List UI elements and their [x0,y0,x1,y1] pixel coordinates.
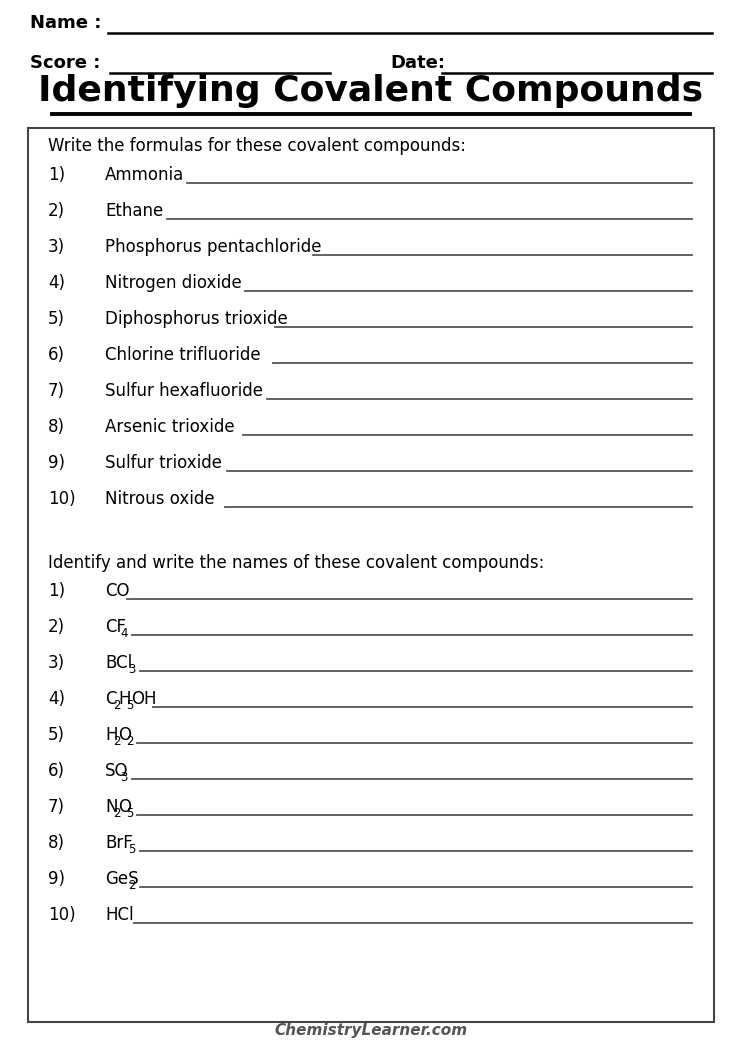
Text: 4): 4) [48,274,65,292]
Text: 9): 9) [48,870,65,888]
Text: 2: 2 [126,735,134,748]
Text: CF: CF [105,618,126,636]
Text: 8): 8) [48,418,65,436]
Text: 2): 2) [48,618,65,636]
Text: Date:: Date: [390,54,445,72]
Text: Arsenic trioxide: Arsenic trioxide [105,418,234,436]
Text: OH: OH [131,690,157,708]
Text: 3): 3) [48,238,65,256]
Text: 6): 6) [48,762,65,780]
Text: BrF: BrF [105,834,133,852]
Text: 2: 2 [113,735,120,748]
Text: 2: 2 [113,807,120,820]
Text: 3): 3) [48,654,65,672]
Text: Chlorine trifluoride: Chlorine trifluoride [105,346,260,364]
Text: 5: 5 [126,699,133,712]
Text: H: H [105,726,117,744]
Text: 1): 1) [48,166,65,184]
Text: 2): 2) [48,202,65,220]
Text: Ethane: Ethane [105,202,163,220]
Text: 7): 7) [48,798,65,816]
Text: N: N [105,798,117,816]
Text: Ammonia: Ammonia [105,166,184,184]
Text: Sulfur trioxide: Sulfur trioxide [105,454,222,473]
Text: ChemistryLearner.com: ChemistryLearner.com [275,1023,467,1038]
Text: Write the formulas for these covalent compounds:: Write the formulas for these covalent co… [48,136,466,155]
Text: 10): 10) [48,906,76,924]
Text: 5: 5 [128,843,136,856]
Text: Score :: Score : [30,54,100,72]
Text: 2: 2 [113,699,120,712]
Text: SO: SO [105,762,128,780]
Text: Identifying Covalent Compounds: Identifying Covalent Compounds [39,74,703,108]
Text: 6): 6) [48,346,65,364]
Text: H: H [118,690,131,708]
Text: O: O [118,798,131,816]
Text: HCl: HCl [105,906,134,924]
Text: 4): 4) [48,690,65,708]
Text: 2: 2 [128,879,136,892]
Text: 5: 5 [126,807,133,820]
Text: Name :: Name : [30,14,102,32]
Text: BCl: BCl [105,654,132,672]
Text: GeS: GeS [105,870,139,888]
Text: Sulfur hexafluoride: Sulfur hexafluoride [105,382,263,400]
Text: Diphosphorus trioxide: Diphosphorus trioxide [105,310,288,328]
Text: 5): 5) [48,726,65,744]
Text: CO: CO [105,582,130,600]
Text: 9): 9) [48,454,65,473]
Text: Nitrous oxide: Nitrous oxide [105,490,214,508]
Text: 5): 5) [48,310,65,328]
Text: 8): 8) [48,834,65,852]
Text: Nitrogen dioxide: Nitrogen dioxide [105,274,242,292]
Text: 3: 3 [128,663,136,676]
Bar [28,128,714,1022]
Text: 3: 3 [121,771,128,784]
Text: 7): 7) [48,382,65,400]
Text: 1): 1) [48,582,65,600]
Text: 4: 4 [121,627,128,640]
Text: Identify and write the names of these covalent compounds:: Identify and write the names of these co… [48,554,545,572]
Text: Phosphorus pentachloride: Phosphorus pentachloride [105,238,321,256]
Text: O: O [118,726,131,744]
Text: C: C [105,690,116,708]
Text: 10): 10) [48,490,76,508]
